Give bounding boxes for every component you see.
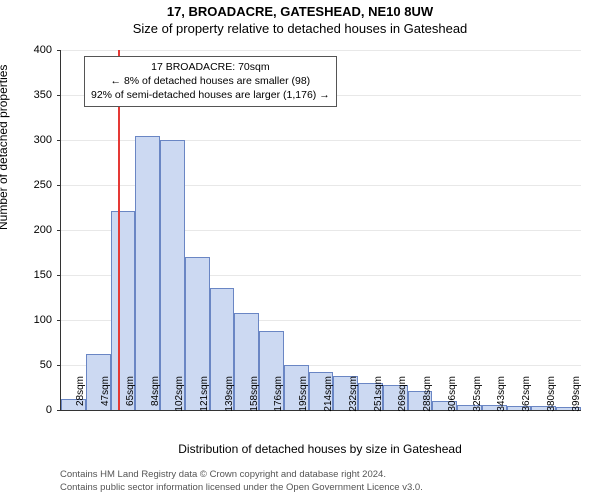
x-tick-label: 47sqm bbox=[100, 376, 111, 416]
y-tick-mark bbox=[57, 410, 61, 411]
footer: Contains HM Land Registry data © Crown c… bbox=[60, 469, 423, 494]
page-title: 17, BROADACRE, GATESHEAD, NE10 8UW bbox=[0, 0, 600, 19]
footer-line-1: Contains HM Land Registry data © Crown c… bbox=[60, 469, 423, 481]
y-tick-label: 150 bbox=[34, 269, 52, 281]
y-axis-label: Number of detached properties bbox=[0, 65, 10, 230]
y-tick-label: 200 bbox=[34, 224, 52, 236]
marker-info-box: 17 BROADACRE: 70sqm ← 8% of detached hou… bbox=[84, 56, 337, 107]
y-tick-label: 400 bbox=[34, 44, 52, 56]
histogram-bar bbox=[160, 140, 185, 410]
y-tick-mark bbox=[57, 95, 61, 96]
info-line-1: 17 BROADACRE: 70sqm bbox=[91, 60, 330, 74]
footer-line-2: Contains public sector information licen… bbox=[60, 482, 423, 494]
x-tick-label: 176sqm bbox=[273, 376, 284, 416]
x-tick-label: 195sqm bbox=[298, 376, 309, 416]
x-tick-label: 362sqm bbox=[521, 376, 532, 416]
histogram-bar bbox=[135, 136, 160, 411]
gridline bbox=[61, 50, 581, 51]
x-tick-label: 214sqm bbox=[323, 376, 334, 416]
x-tick-label: 232sqm bbox=[348, 376, 359, 416]
y-tick-mark bbox=[57, 365, 61, 366]
info-line-3: 92% of semi-detached houses are larger (… bbox=[91, 88, 330, 102]
x-tick-label: 84sqm bbox=[150, 376, 161, 416]
x-tick-label: 158sqm bbox=[249, 376, 260, 416]
page-root: 17, BROADACRE, GATESHEAD, NE10 8UW Size … bbox=[0, 0, 600, 500]
x-tick-label: 325sqm bbox=[472, 376, 483, 416]
x-tick-label: 121sqm bbox=[199, 376, 210, 416]
y-tick-mark bbox=[57, 185, 61, 186]
page-subtitle: Size of property relative to detached ho… bbox=[0, 19, 600, 36]
y-tick-mark bbox=[57, 275, 61, 276]
chart-area: Number of detached properties Distributi… bbox=[60, 50, 580, 410]
x-tick-label: 65sqm bbox=[125, 376, 136, 416]
y-tick-label: 100 bbox=[34, 314, 52, 326]
x-axis-label: Distribution of detached houses by size … bbox=[60, 442, 580, 456]
x-tick-label: 102sqm bbox=[174, 376, 185, 416]
x-tick-label: 269sqm bbox=[397, 376, 408, 416]
y-tick-label: 0 bbox=[46, 404, 52, 416]
info-line-2: ← 8% of detached houses are smaller (98) bbox=[91, 74, 330, 88]
x-tick-label: 306sqm bbox=[447, 376, 458, 416]
x-tick-label: 343sqm bbox=[496, 376, 507, 416]
x-tick-label: 399sqm bbox=[571, 376, 582, 416]
y-tick-label: 300 bbox=[34, 134, 52, 146]
x-tick-label: 139sqm bbox=[224, 376, 235, 416]
y-tick-label: 50 bbox=[40, 359, 52, 371]
y-tick-mark bbox=[57, 140, 61, 141]
x-tick-label: 380sqm bbox=[546, 376, 557, 416]
y-tick-mark bbox=[57, 230, 61, 231]
y-tick-label: 350 bbox=[34, 89, 52, 101]
x-tick-label: 288sqm bbox=[422, 376, 433, 416]
y-tick-mark bbox=[57, 50, 61, 51]
x-tick-label: 251sqm bbox=[373, 376, 384, 416]
x-tick-label: 28sqm bbox=[75, 376, 86, 416]
y-tick-label: 250 bbox=[34, 179, 52, 191]
y-tick-mark bbox=[57, 320, 61, 321]
